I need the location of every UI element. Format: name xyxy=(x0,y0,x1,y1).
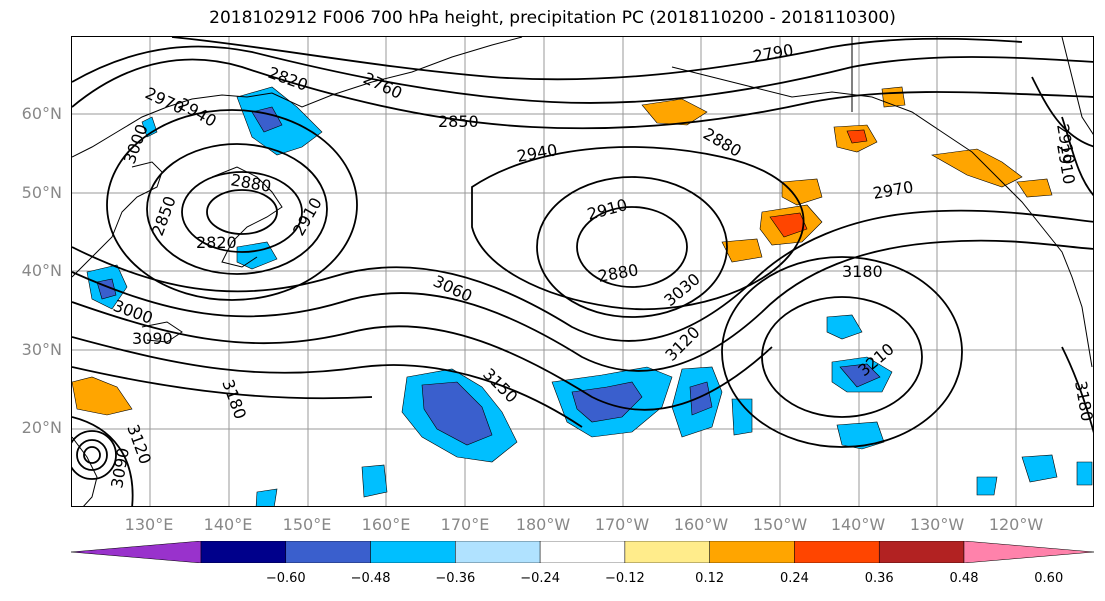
graticule xyxy=(72,37,1093,506)
map-title: 2018102912 F006 700 hPa height, precipit… xyxy=(209,8,896,28)
colorbar-tick-label: 0.48 xyxy=(949,571,979,586)
colorbar-segment xyxy=(285,541,371,563)
lon-label-130e: 130°E xyxy=(124,515,174,534)
precip-negative-areas xyxy=(86,86,1093,506)
colorbar-segment xyxy=(539,541,626,563)
lat-label-20n: 20°N xyxy=(21,418,62,437)
contour-label: 2880 xyxy=(596,260,639,286)
colorbar-segment xyxy=(200,541,287,563)
lon-label-170w: 170°W xyxy=(594,515,650,534)
contour-label: 2880 xyxy=(700,124,745,161)
colorbar-segment xyxy=(794,541,880,563)
contour-label: 2820 xyxy=(196,233,237,252)
contour-label: 2970 xyxy=(871,177,914,203)
colorbar-segment xyxy=(709,541,795,563)
colorbar-segment xyxy=(455,541,541,563)
colorbar xyxy=(71,541,1094,563)
colorbar-tick-label: −0.36 xyxy=(435,571,476,586)
contour-label: 3090 xyxy=(107,446,133,489)
contour-label: 3060 xyxy=(430,271,475,305)
lat-label-40n: 40°N xyxy=(21,261,62,280)
colorbar-extend-high xyxy=(963,541,1094,563)
lon-label-140w: 140°W xyxy=(830,515,886,534)
colorbar-extend-low xyxy=(71,541,202,563)
colorbar-tick-label: 0.60 xyxy=(1034,571,1064,586)
contour-label: 2970 xyxy=(142,83,187,117)
contour-label: 2880 xyxy=(229,170,272,196)
lon-label-140e: 140°E xyxy=(203,515,253,534)
contour-label: 3180 xyxy=(842,262,883,281)
colorbar-tick-label: 0.12 xyxy=(695,571,725,586)
contour-label: 2940 xyxy=(515,140,558,166)
colorbar-tick-label: −0.60 xyxy=(265,571,306,586)
contour-label: 3180 xyxy=(218,377,250,422)
colorbar-tick-label: 0.24 xyxy=(779,571,809,586)
colorbar-segment xyxy=(370,541,456,563)
map-canvas: 2820 2760 2790 2850 2940 2970 3000 2880 … xyxy=(72,37,1094,506)
colorbar-segment xyxy=(878,541,965,563)
lon-label-150w: 150°W xyxy=(752,515,808,534)
lon-label-160e: 160°E xyxy=(361,515,411,534)
colorbar-tick-label: −0.48 xyxy=(350,571,391,586)
lon-label-180w: 180°W xyxy=(515,515,571,534)
contour-label: 2760 xyxy=(360,68,405,102)
colorbar-tick-label: −0.12 xyxy=(604,571,645,586)
contour-label: 3000 xyxy=(120,122,152,167)
contour-label: 2790 xyxy=(751,40,794,66)
lon-label-160w: 160°W xyxy=(673,515,729,534)
lon-label-170e: 170°E xyxy=(440,515,490,534)
lat-label-30n: 30°N xyxy=(21,340,62,359)
lat-label-60n: 60°N xyxy=(21,104,62,123)
colorbar-tick-label: 0.36 xyxy=(864,571,894,586)
coastlines xyxy=(72,37,1093,506)
map-panel: 2820 2760 2790 2850 2940 2970 3000 2880 … xyxy=(71,36,1094,507)
lat-label-50n: 50°N xyxy=(21,183,62,202)
contour-label: 2850 xyxy=(148,194,180,239)
lon-label-130w: 130°W xyxy=(909,515,965,534)
contour-label: 3120 xyxy=(661,323,703,365)
colorbar-segments xyxy=(71,541,1094,563)
contour-label: 3090 xyxy=(132,329,173,348)
lon-label-120w: 120°W xyxy=(988,515,1044,534)
height-contours xyxy=(72,37,1093,506)
colorbar-segment xyxy=(624,541,710,563)
lon-label-150e: 150°E xyxy=(282,515,332,534)
contour-label: 3180 xyxy=(1071,379,1094,422)
contour-label: 2850 xyxy=(438,112,479,131)
precip-positive-areas xyxy=(72,86,1053,416)
colorbar-tick-label: −0.24 xyxy=(520,571,561,586)
